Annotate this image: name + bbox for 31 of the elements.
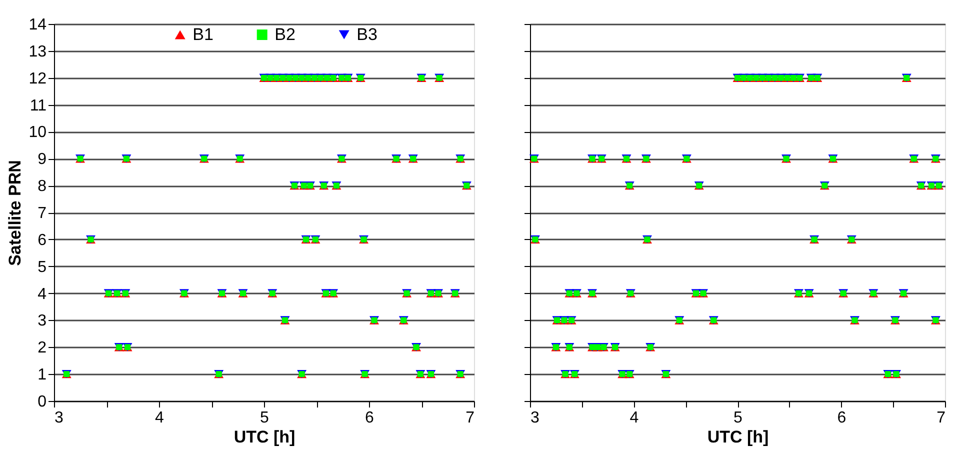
y-tick-label: 14 — [28, 16, 47, 34]
y-tick-label: 5 — [38, 258, 47, 276]
y-tick-label: 4 — [38, 286, 47, 303]
y-tick-label: 12 — [28, 70, 47, 88]
y-tick-label: 9 — [38, 151, 47, 168]
y-tick-label: 10 — [28, 124, 47, 142]
x-tick-label: 3 — [54, 410, 64, 426]
x-axis-title: UTC [h] — [234, 428, 296, 446]
x-tick-label: 4 — [630, 410, 639, 426]
y-axis-title: Satellite PRN — [6, 160, 25, 266]
y-tick-label: 0 — [38, 394, 47, 410]
x-tick-label: 4 — [155, 410, 164, 426]
x-tick-label: 6 — [365, 410, 374, 426]
x-tick-label: 6 — [837, 410, 846, 426]
x-tick-label: 3 — [530, 410, 540, 426]
x-tick-label: 7 — [936, 410, 946, 426]
y-tick-label: 6 — [38, 232, 47, 249]
legend-label: B1 — [192, 24, 214, 44]
y-tick-label: 2 — [38, 340, 47, 357]
legend-label: B2 — [274, 24, 296, 44]
y-tick-label: 11 — [30, 97, 47, 114]
x-tick-label: 7 — [466, 410, 475, 426]
x-axis-title: UTC [h] — [707, 428, 769, 446]
y-tick-label: 13 — [28, 43, 47, 60]
y-tick-label: 1 — [38, 366, 47, 384]
y-tick-label: 7 — [38, 205, 47, 222]
x-tick-label: 5 — [260, 410, 270, 426]
legend-label: B3 — [356, 24, 378, 44]
x-tick-label: 5 — [734, 410, 743, 426]
y-tick-label: 3 — [38, 312, 47, 330]
y-tick-label: 8 — [38, 178, 47, 196]
